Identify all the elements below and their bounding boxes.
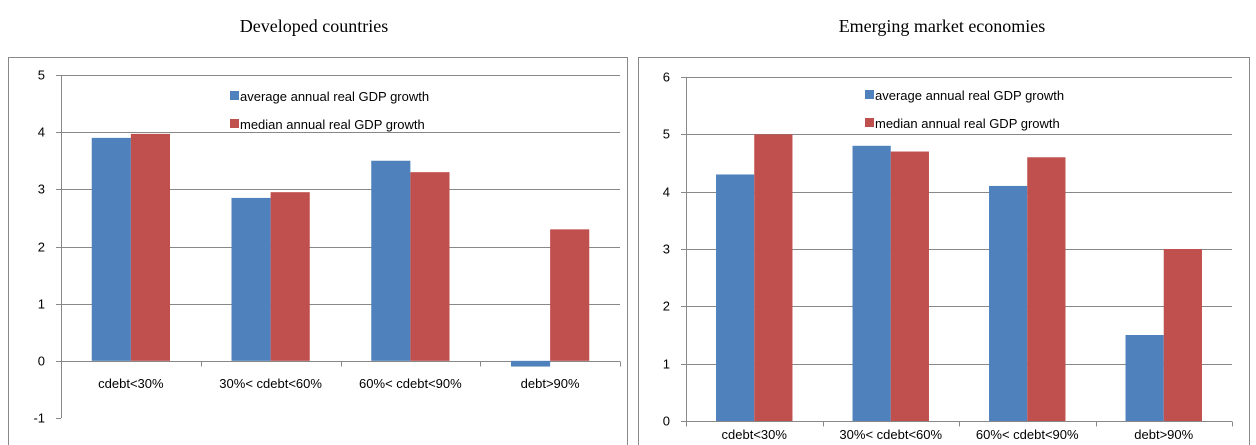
chart-title-developed: Developed countries — [239, 16, 389, 36]
legend-swatch — [230, 119, 239, 128]
bar-median-2 — [270, 192, 310, 361]
bar-median-4 — [550, 229, 590, 361]
legend-label: average annual real GDP growth — [875, 88, 1064, 103]
bar-median-2 — [890, 151, 929, 421]
bar-median-3 — [410, 172, 450, 361]
category-label: 30%< cdebt<60% — [219, 376, 322, 391]
y-tick-label: 4 — [663, 185, 670, 200]
bar-average-1 — [91, 137, 131, 361]
y-tick-label: 3 — [663, 242, 670, 257]
bar-median-4 — [1163, 249, 1202, 421]
y-tick-label: 2 — [38, 240, 45, 255]
category-label: 60%< cdebt<90% — [359, 376, 462, 391]
y-tick-label: 6 — [663, 70, 670, 85]
y-tick-label: 0 — [38, 354, 45, 369]
category-label: 60%< cdebt<90% — [976, 427, 1079, 442]
bar-average-4 — [1125, 335, 1164, 421]
chart-developed-countries: -1 0 1 2 3 4 5 cdebt<30% 30%< cdebt<60% 60%< cdeb… — [8, 57, 628, 445]
bar-average-2 — [231, 197, 271, 361]
legend-swatch — [230, 91, 239, 100]
bar-average-2 — [852, 145, 891, 422]
bar-median-1 — [130, 133, 171, 361]
chart-title-emerging: Emerging market economies — [838, 16, 1046, 36]
bar-average-3 — [989, 185, 1028, 421]
chart-emerging-markets: 0 1 2 3 4 5 6 cdebt<30% 30%< cdebt<60% 60%< cdebt… — [638, 57, 1250, 445]
legend-swatch — [865, 90, 874, 99]
y-tick-label: 3 — [38, 182, 45, 197]
y-tick-label: 5 — [38, 68, 45, 83]
category-label: 30%< cdebt<60% — [839, 427, 942, 442]
y-tick-label: 4 — [38, 125, 45, 140]
legend-label: median annual real GDP growth — [875, 116, 1060, 131]
category-label: cdebt<30% — [98, 376, 164, 391]
legend-label: median annual real GDP growth — [240, 117, 425, 132]
y-tick-label: 1 — [663, 357, 670, 372]
y-tick-label: 0 — [663, 414, 670, 429]
bar-average-4 — [510, 360, 551, 367]
legend-label: average annual real GDP growth — [240, 89, 429, 104]
y-tick-label: -1 — [33, 411, 45, 426]
y-tick-label: 5 — [663, 127, 670, 142]
bar-median-1 — [754, 134, 793, 421]
category-label: debt>90% — [521, 376, 580, 391]
bar-average-3 — [371, 160, 411, 361]
bar-average-1 — [716, 174, 755, 421]
category-label: debt>90% — [1134, 427, 1193, 442]
category-label: cdebt<30% — [722, 427, 788, 442]
y-tick-label: 2 — [663, 299, 670, 314]
bar-median-3 — [1027, 157, 1066, 421]
legend-swatch — [865, 118, 874, 127]
y-tick-label: 1 — [38, 297, 45, 312]
